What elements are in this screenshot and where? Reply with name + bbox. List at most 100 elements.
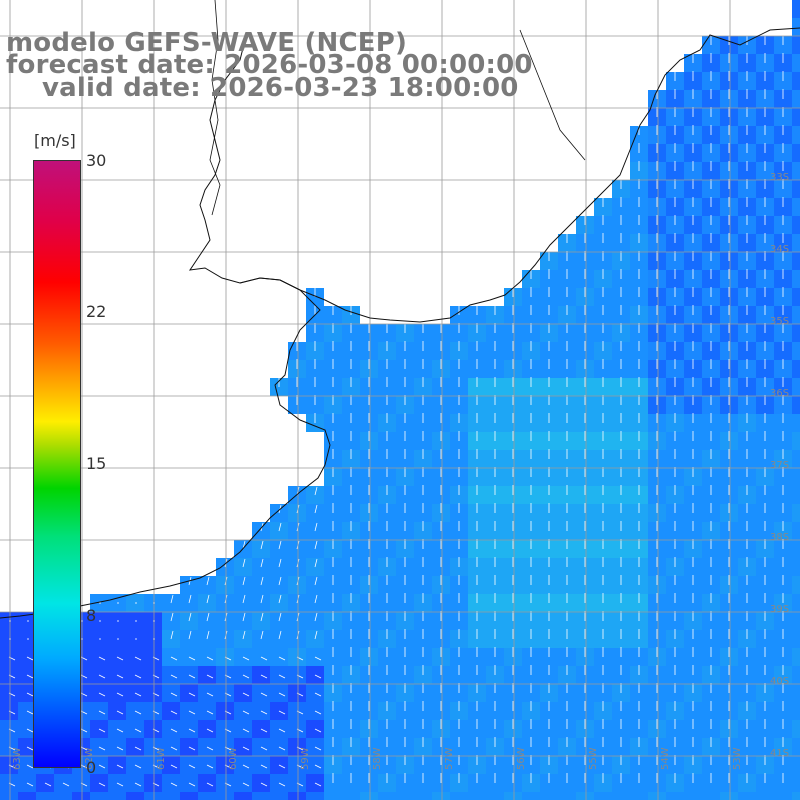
wind-arrow — [260, 612, 264, 622]
lon-label: 63W — [12, 747, 23, 770]
lon-label: 62W — [84, 747, 95, 770]
wind-arrow — [278, 630, 282, 640]
wind-arrow — [134, 710, 142, 715]
wind-arrow — [260, 656, 268, 661]
wind-arrow — [260, 540, 264, 550]
wind-arrow — [314, 594, 318, 604]
wind-arrow — [206, 630, 210, 640]
wind-arrow — [116, 782, 124, 787]
wind-arrow — [242, 764, 250, 769]
wind-arrow — [278, 540, 282, 550]
wind-arrow — [188, 594, 192, 604]
wind-arrow — [314, 612, 318, 622]
wind-arrow — [242, 782, 250, 787]
wind-arrow — [260, 576, 264, 586]
wind-arrow — [278, 692, 286, 697]
wind-arrow — [116, 728, 124, 733]
wind-arrow — [116, 710, 124, 715]
wind-arrow — [170, 674, 178, 679]
lon-label: 59W — [300, 747, 311, 770]
wind-arrow — [134, 692, 142, 697]
wind-arrow — [188, 782, 196, 787]
wind-arrow — [242, 728, 250, 733]
wind-arrow — [242, 746, 250, 751]
wind-arrow — [206, 782, 214, 787]
colorbar-tick-22: 22 — [86, 302, 107, 321]
wind-arrow — [170, 594, 174, 604]
lat-label: 41S — [770, 748, 789, 759]
wind-arrow — [134, 728, 142, 733]
wind-arrow — [242, 674, 250, 679]
wind-arrow — [314, 746, 322, 751]
colorbar-units: [m/s] — [34, 131, 76, 150]
wind-arrow — [26, 710, 34, 715]
wind-arrow — [134, 782, 142, 787]
wind-arrow — [314, 656, 322, 661]
wind-arrow — [170, 782, 178, 787]
wind-arrow — [26, 746, 34, 751]
wind-arrow — [116, 746, 124, 751]
wind-arrow — [260, 746, 268, 751]
wind-arrow — [26, 764, 34, 769]
wind-arrow — [314, 504, 318, 514]
wind-arrow — [242, 594, 246, 604]
wind-arrow — [206, 576, 210, 586]
wind-arrow — [116, 674, 124, 679]
wind-arrow — [314, 782, 322, 787]
wind-arrow — [278, 558, 282, 568]
colorbar — [33, 160, 81, 768]
wind-arrow — [188, 692, 196, 697]
wind-arrow — [206, 674, 214, 679]
wind-arrow — [314, 540, 318, 550]
wind-arrow — [260, 710, 268, 715]
wind-arrow — [242, 692, 250, 697]
colorbar-tick-0: 0 — [86, 758, 97, 777]
wind-arrow — [98, 656, 106, 661]
lon-label: 54W — [660, 747, 671, 770]
lon-label: 55W — [588, 747, 599, 770]
wind-arrow — [278, 656, 286, 661]
wind-arrow — [134, 674, 142, 679]
wind-arrow — [188, 710, 196, 715]
wind-arrow — [206, 612, 210, 622]
wind-arrow — [278, 594, 282, 604]
lat-label: 33S — [770, 172, 789, 183]
wind-arrow — [314, 710, 322, 715]
wind-arrow — [260, 728, 268, 733]
wind-arrow — [206, 656, 214, 661]
wind-arrow — [188, 612, 192, 622]
lat-label: 40S — [770, 676, 789, 687]
lat-label: 39S — [770, 604, 789, 615]
wind-arrow — [260, 594, 264, 604]
wind-arrow — [206, 728, 214, 733]
lat-label: 36S — [770, 388, 789, 399]
wind-arrow — [260, 558, 264, 568]
wind-arrow — [26, 674, 34, 679]
wind-arrow — [314, 486, 318, 496]
wind-arrow — [242, 576, 246, 586]
wind-arrow — [206, 692, 214, 697]
lon-label: 57W — [444, 747, 455, 770]
wind-arrow — [188, 674, 196, 679]
wind-arrow — [170, 764, 178, 769]
wind-arrow — [26, 728, 34, 733]
wind-arrow — [314, 630, 318, 640]
wind-arrow — [98, 674, 106, 679]
wind-arrow — [278, 710, 286, 715]
wind-arrow — [98, 692, 106, 697]
wind-arrow — [278, 674, 286, 679]
wind-arrow — [116, 692, 124, 697]
wind-arrow — [314, 576, 318, 586]
colorbar-tick-15: 15 — [86, 454, 107, 473]
wind-arrow — [188, 728, 196, 733]
wind-arrow — [206, 710, 214, 715]
wind-arrow — [26, 656, 34, 661]
wind-arrow — [278, 764, 286, 769]
wind-arrow — [188, 656, 196, 661]
wind-arrow — [98, 728, 106, 733]
wind-arrow — [278, 728, 286, 733]
wind-arrow — [242, 710, 250, 715]
wind-arrow — [134, 764, 142, 769]
